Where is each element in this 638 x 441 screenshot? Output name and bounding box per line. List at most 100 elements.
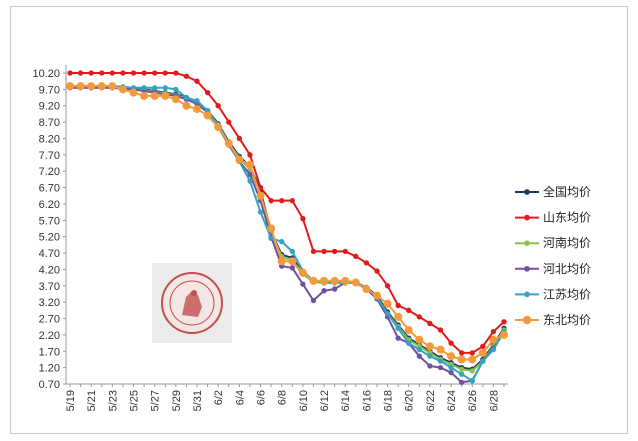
data-point: [226, 119, 232, 125]
data-point: [469, 378, 475, 384]
data-point: [363, 260, 370, 266]
x-tick-label: 5/23: [107, 390, 119, 411]
data-point: [215, 103, 221, 109]
data-point: [245, 160, 254, 169]
data-point: [374, 268, 380, 274]
data-point: [194, 78, 200, 84]
data-point: [416, 353, 422, 359]
data-point: [458, 350, 465, 356]
data-point: [256, 191, 265, 200]
y-tick-label: 2.20: [39, 330, 60, 342]
data-point: [76, 82, 85, 91]
data-point: [331, 248, 338, 255]
data-point: [268, 198, 274, 204]
y-tick-label: 8.20: [39, 133, 60, 145]
legend-item: 河北均价: [515, 262, 591, 276]
y-tick-label: 7.70: [39, 150, 60, 162]
data-point: [416, 346, 422, 353]
axes: 10.20 9.70 9.20 8.70 8.20 7.70 7.20 6.70 6.20 5.7…: [32, 65, 508, 411]
legend-label: 全国均价: [543, 184, 591, 199]
data-point: [321, 288, 327, 294]
data-point: [235, 155, 244, 164]
data-point: [87, 82, 96, 91]
data-point: [289, 198, 295, 204]
data-point: [183, 73, 190, 79]
data-point: [162, 85, 168, 91]
data-point: [384, 310, 391, 317]
series-line: [70, 85, 505, 383]
data-point: [448, 364, 454, 371]
data-point: [468, 355, 477, 364]
y-tick-label: 1.20: [39, 363, 60, 375]
data-point: [500, 330, 508, 339]
x-tick-label: 6/8: [277, 390, 289, 405]
legend-label: 山东均价: [543, 211, 591, 225]
data-point: [289, 265, 295, 271]
y-tick-label: 6.70: [39, 183, 60, 195]
y-tick-label: 8.70: [39, 117, 60, 129]
data-point: [489, 335, 498, 344]
data-point: [97, 82, 106, 91]
series-6: [66, 82, 508, 364]
data-point: [501, 319, 507, 325]
data-point: [129, 88, 138, 97]
data-point: [330, 276, 339, 285]
y-tick-label: 9.70: [39, 84, 60, 96]
data-point: [437, 358, 444, 364]
data-point: [478, 348, 487, 357]
data-point: [309, 276, 318, 285]
data-point: [257, 209, 264, 215]
data-point: [77, 70, 84, 76]
x-tick-label: 6/24: [446, 390, 458, 411]
data-point: [173, 70, 179, 76]
x-tick-label: 6/16: [361, 390, 373, 411]
x-tick-label: 6/18: [383, 390, 395, 411]
data-point: [247, 152, 253, 158]
data-point: [182, 101, 191, 110]
data-point: [214, 123, 223, 132]
data-point: [416, 314, 422, 320]
data-point: [298, 268, 307, 277]
data-point: [490, 346, 497, 353]
data-point: [162, 70, 168, 76]
series-5: [67, 83, 507, 384]
legend-label: 河北均价: [543, 262, 591, 276]
x-tick-label: 6/10: [298, 390, 310, 411]
x-tick-label: 5/27: [150, 390, 162, 411]
y-tick-label: 1.70: [39, 346, 60, 358]
data-point: [152, 85, 158, 91]
legend-item: 东北均价: [515, 313, 591, 327]
data-point: [120, 70, 126, 76]
data-point: [194, 98, 200, 104]
data-point: [173, 86, 179, 93]
x-tick-label: 6/12: [319, 390, 331, 411]
legend-label: 河南均价: [543, 235, 591, 250]
legend-item: 全国均价: [515, 184, 591, 199]
x-tick-label: 6/26: [467, 390, 479, 411]
series-layer: [66, 70, 508, 386]
y-tick-label: 3.70: [39, 281, 60, 293]
data-point: [427, 353, 433, 359]
x-tick-label: 6/6: [256, 390, 268, 405]
data-point: [279, 198, 285, 204]
data-point: [247, 171, 253, 178]
data-point: [320, 276, 329, 285]
y-tick-label: 9.20: [39, 101, 60, 113]
x-tick-label: 6/14: [340, 390, 352, 411]
data-point: [395, 302, 401, 309]
data-point: [448, 340, 454, 346]
data-point: [353, 253, 359, 259]
data-point: [437, 364, 444, 371]
data-point: [458, 366, 465, 372]
data-point: [331, 286, 338, 292]
data-point: [480, 343, 486, 350]
data-point: [277, 257, 286, 266]
data-point: [268, 235, 274, 241]
data-point: [406, 307, 412, 314]
y-tick-label: 3.20: [39, 297, 60, 309]
data-point: [427, 363, 433, 369]
data-point: [161, 91, 170, 100]
legend-swatch-marker: [524, 291, 530, 298]
data-point: [457, 355, 466, 364]
y-tick-label: 5.20: [39, 232, 60, 244]
